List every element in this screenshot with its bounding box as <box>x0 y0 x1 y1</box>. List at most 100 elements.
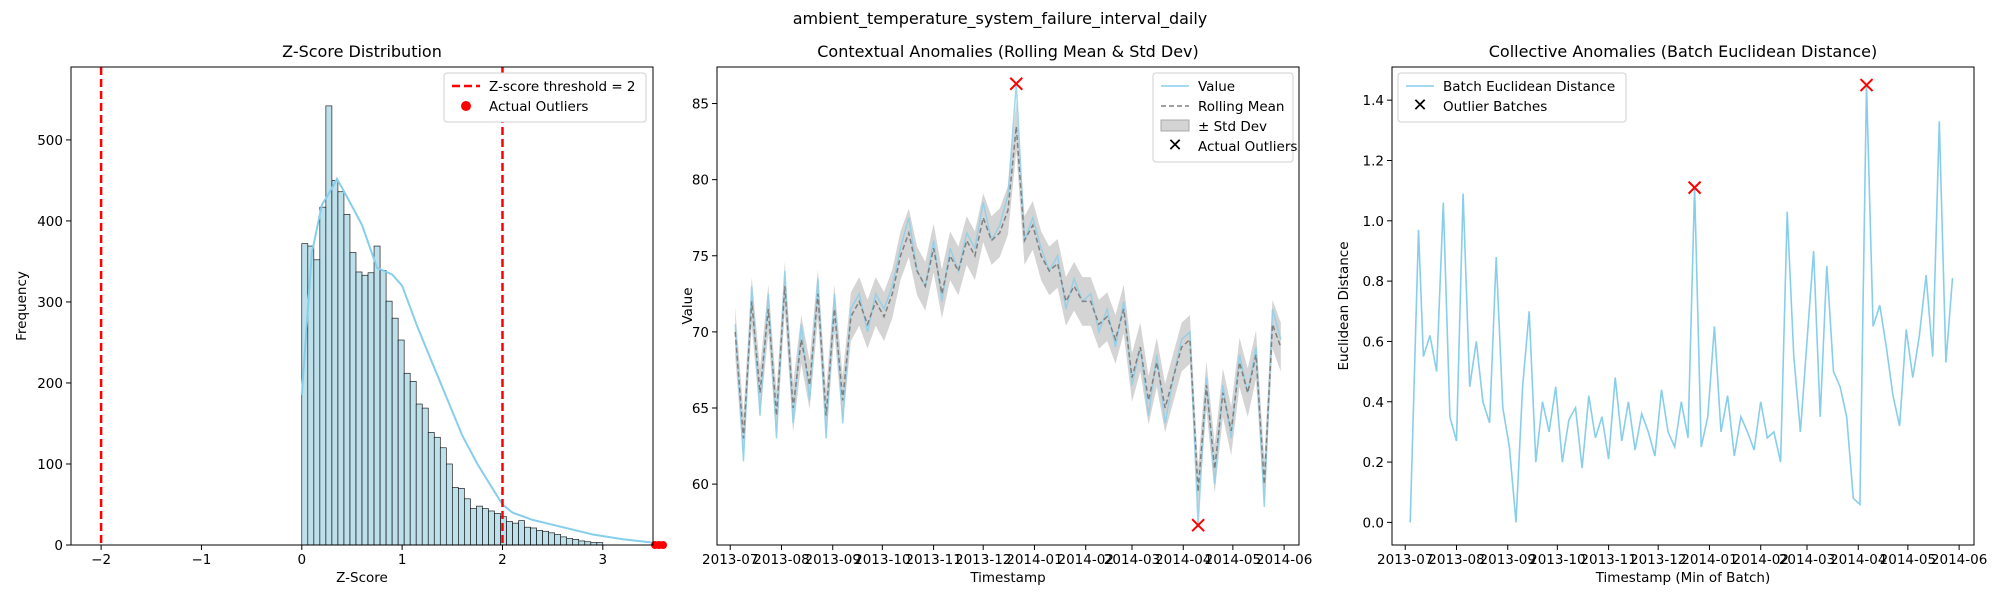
p1-ytick-label: 500 <box>37 133 63 149</box>
p3-xtick-label: 2014-05 <box>1880 552 1936 568</box>
histogram-bar <box>349 252 357 546</box>
histogram-bar <box>421 407 429 546</box>
p2-xtick-label: 2014-06 <box>1256 552 1312 568</box>
p2-xtick-label: 2013-11 <box>905 552 961 568</box>
panel-collective-ylabel: Euclidean Distance <box>1336 241 1352 370</box>
p2-xtick-label: 2014-04 <box>1155 552 1211 568</box>
p1-ytick-label: 100 <box>37 457 63 473</box>
legend-outlier-swatch <box>461 101 471 111</box>
histogram-bar <box>415 403 423 546</box>
histogram-bar <box>506 521 513 546</box>
histogram-bar <box>313 259 321 546</box>
panel-zscore-ylabel: Frequency <box>14 271 30 341</box>
rolling-mean-line <box>734 126 1282 492</box>
panel-contextual-ylabel: Value <box>680 287 696 324</box>
p2-xtick-label: 2013-08 <box>753 552 809 568</box>
p3-xtick-label: 2013-07 <box>1377 552 1433 568</box>
p2-xtick-label: 2013-10 <box>854 552 910 568</box>
p1-xtick-label: 1 <box>398 552 407 568</box>
histogram-bar <box>518 520 525 546</box>
histogram-bar <box>452 487 459 546</box>
legend-outlier-swatch: ✕ <box>1167 135 1182 156</box>
p1-xtick-label: −2 <box>91 552 111 568</box>
p2-ytick-label: 70 <box>692 325 709 341</box>
panel-contextual-title: Contextual Anomalies (Rolling Mean & Std… <box>817 42 1199 61</box>
panel-zscore-xlabel: Z-Score <box>336 570 388 586</box>
histogram-bar <box>512 522 519 546</box>
histogram-bar <box>319 206 327 546</box>
p3-ytick-label: 0.8 <box>1363 274 1384 290</box>
legend-value-label: Value <box>1198 79 1235 95</box>
histogram-bar <box>476 505 483 546</box>
panel-contextual: Contextual Anomalies (Rolling Mean & Std… <box>680 42 1312 586</box>
histogram-bar <box>397 339 405 546</box>
histogram-bar <box>536 530 543 546</box>
p3-ytick-label: 0.0 <box>1363 515 1384 531</box>
histogram-bar <box>343 214 351 546</box>
p1-xtick-label: 2 <box>498 552 507 568</box>
histogram-bar <box>427 432 435 546</box>
histogram-bar <box>530 527 537 546</box>
histogram-bar <box>482 508 489 546</box>
legend-outlier-label: Actual Outliers <box>489 99 588 115</box>
legend-threshold-label: Z-score threshold = 2 <box>489 79 636 95</box>
outlier-marker-stroke <box>1191 518 1205 532</box>
histogram-bar <box>373 245 381 546</box>
p1-ytick-label: 200 <box>37 376 63 392</box>
figure-title: ambient_temperature_system_failure_inter… <box>793 9 1208 29</box>
histogram-bar <box>439 447 447 546</box>
outlier-batch-marker <box>1687 180 1702 195</box>
panel-zscore-frame <box>70 66 654 546</box>
histogram-bar <box>325 105 333 546</box>
p2-xtick-label: 2013-09 <box>805 552 861 568</box>
legend-rolling-label: Rolling Mean <box>1198 99 1284 115</box>
legend-distance-label: Batch Euclidean Distance <box>1443 79 1615 95</box>
panel-zscore-title: Z-Score Distribution <box>282 42 442 61</box>
panel-zscore-plot: −2 −1 0 1 2 3 0 100 200 300 400 500 <box>37 67 668 568</box>
legend-box <box>443 72 647 123</box>
p3-xtick-label: 2013-09 <box>1480 552 1536 568</box>
panel-collective-title: Collective Anomalies (Batch Euclidean Di… <box>1489 42 1878 61</box>
histogram-bar <box>524 526 531 546</box>
p2-xtick-label: 2013-12 <box>955 552 1011 568</box>
outlier-batch-marker <box>1859 78 1874 92</box>
legend-box <box>1397 72 1627 123</box>
histogram-bar <box>566 538 574 546</box>
outlier-marker <box>1009 77 1023 91</box>
histogram-bar <box>403 372 411 546</box>
histogram-bar <box>464 498 471 546</box>
histogram-bar <box>355 271 363 546</box>
legend-band-swatch <box>1160 119 1190 132</box>
p3-xtick-label: 2013-12 <box>1630 552 1686 568</box>
legend-outlier-swatch: ✕ <box>1412 95 1427 116</box>
legend-outlier-label: Outlier Batches <box>1443 99 1547 115</box>
histogram-bar <box>488 510 495 546</box>
panel-collective-legend: Batch Euclidean Distance ✕ Outlier Batch… <box>1397 72 1627 123</box>
histogram-bar <box>494 513 501 546</box>
value-line <box>734 83 1282 526</box>
p3-xtick-label: 2014-04 <box>1830 552 1886 568</box>
panel-zscore: Z-Score Distribution Z-Score Frequency −… <box>14 42 668 586</box>
histogram-bar <box>470 508 477 546</box>
kde-line <box>300 176 654 544</box>
histogram-bar <box>337 191 345 546</box>
histogram-bar <box>542 530 549 546</box>
p2-xtick-label: 2014-01 <box>1006 552 1062 568</box>
histogram-bar <box>361 274 369 546</box>
p1-ytick-label: 300 <box>37 295 63 311</box>
histogram-bar <box>458 487 465 546</box>
histogram-bar <box>554 534 561 546</box>
panel-collective-plot: 2013-072013-082013-092013-102013-112013-… <box>1363 78 1987 568</box>
p2-xtick-label: 2014-02 <box>1058 552 1114 568</box>
p3-xtick-label: 2014-02 <box>1733 552 1789 568</box>
p1-xtick-label: −1 <box>191 552 211 568</box>
p2-ytick-label: 65 <box>692 401 709 417</box>
p3-ytick-label: 0.2 <box>1363 455 1384 471</box>
panel-contextual-plot: 2013-072013-082013-092013-102013-112013-… <box>692 77 1312 568</box>
panel-collective: Collective Anomalies (Batch Euclidean Di… <box>1336 42 1987 586</box>
p3-xtick-label: 2013-10 <box>1529 552 1585 568</box>
p3-xtick-label: 2013-08 <box>1428 552 1484 568</box>
histogram-bar <box>548 532 555 546</box>
panel-contextual-xlabel: Timestamp <box>969 570 1045 586</box>
histogram-bar <box>379 270 387 546</box>
